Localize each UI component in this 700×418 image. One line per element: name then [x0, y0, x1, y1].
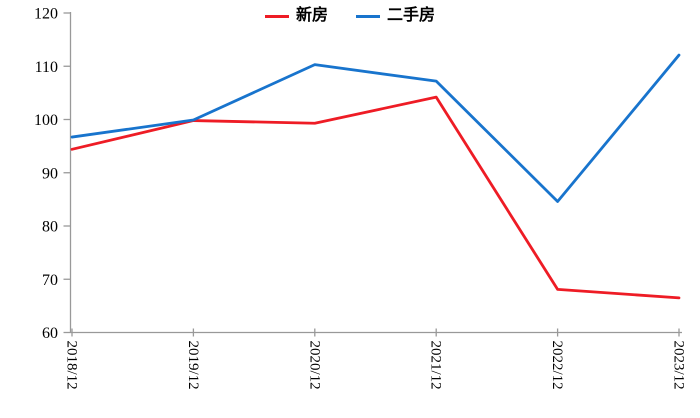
y-tick-label: 90: [42, 165, 58, 182]
x-tick-label: 2018/12: [64, 341, 80, 390]
legend: 新房 二手房: [0, 8, 700, 24]
legend-swatch-secondhand-homes: [356, 14, 380, 18]
y-tick-label: 70: [42, 272, 58, 289]
y-tick-label: 120: [34, 6, 58, 23]
y-tick-label: 80: [42, 219, 58, 236]
x-tick-label: 2019/12: [185, 341, 201, 390]
legend-label-secondhand-homes: 二手房: [387, 7, 436, 24]
y-tick-label: 60: [42, 325, 58, 342]
legend-swatch-new-homes: [264, 14, 289, 18]
x-tick-label: 2022/12: [549, 341, 565, 390]
legend-item-secondhand-homes: 二手房: [356, 8, 435, 24]
legend-item-new-homes: 新房: [264, 7, 328, 24]
x-tick-label: 2021/12: [428, 341, 444, 390]
x-tick-label: 2023/12: [671, 341, 687, 390]
series-line-1: [70, 53, 681, 203]
series-line-0: [70, 95, 681, 300]
legend-label-new-homes: 新房: [295, 7, 328, 24]
y-tick-label: 100: [34, 112, 58, 129]
y-tick-label: 110: [35, 59, 58, 76]
x-tick-label: 2020/12: [306, 341, 322, 390]
